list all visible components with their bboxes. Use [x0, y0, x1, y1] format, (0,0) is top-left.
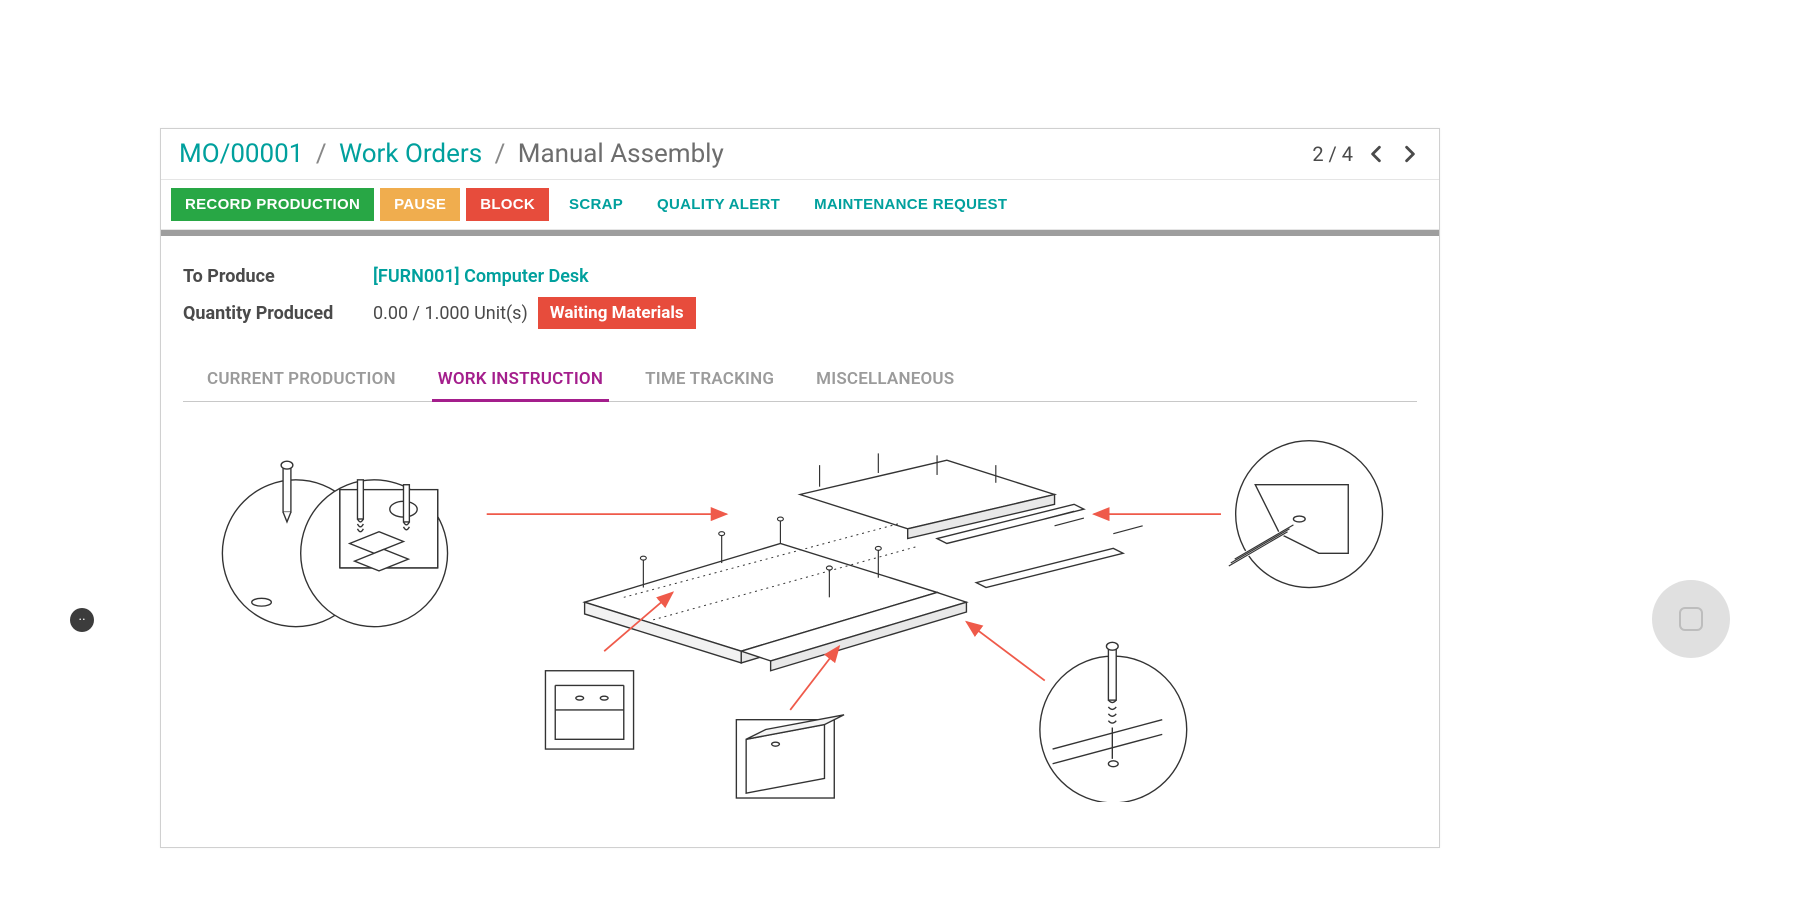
header: MO/00001 / Work Orders / Manual Assembly…: [161, 129, 1439, 180]
pager-text: 2 / 4: [1312, 142, 1353, 166]
breadcrumb-work-orders[interactable]: Work Orders: [339, 139, 482, 169]
breadcrumb-mo[interactable]: MO/00001: [179, 139, 303, 169]
left-device-dot-icon: ··: [70, 608, 94, 632]
breadcrumb-sep: /: [316, 139, 327, 169]
breadcrumb-sep: /: [495, 139, 506, 169]
assembly-diagram-svg: [193, 422, 1407, 802]
tab-current-production[interactable]: CURRENT PRODUCTION: [201, 359, 402, 402]
quality-alert-button[interactable]: QUALITY ALERT: [643, 188, 794, 221]
qty-value: 0.00 / 1.000 Unit(s): [373, 303, 528, 324]
work-order-panel: MO/00001 / Work Orders / Manual Assembly…: [160, 128, 1440, 848]
pause-button[interactable]: PAUSE: [380, 188, 460, 221]
content: To Produce [FURN001] Computer Desk Quant…: [161, 236, 1439, 812]
breadcrumb-current: Manual Assembly: [518, 139, 724, 169]
status-badge: Waiting Materials: [538, 297, 696, 329]
breadcrumb: MO/00001 / Work Orders / Manual Assembly: [179, 139, 724, 169]
block-button[interactable]: BLOCK: [466, 188, 549, 221]
tabs: CURRENT PRODUCTION WORK INSTRUCTION TIME…: [183, 359, 1417, 402]
info-grid: To Produce [FURN001] Computer Desk Quant…: [183, 266, 1417, 329]
tab-work-instruction[interactable]: WORK INSTRUCTION: [432, 359, 609, 402]
to-produce-label: To Produce: [183, 266, 363, 287]
pager: 2 / 4: [1312, 141, 1421, 167]
scrap-button[interactable]: SCRAP: [555, 188, 637, 221]
pager-next-icon[interactable]: [1399, 141, 1421, 167]
tab-miscellaneous[interactable]: MISCELLANEOUS: [810, 359, 960, 402]
pager-prev-icon[interactable]: [1365, 141, 1387, 167]
home-button-icon[interactable]: [1652, 580, 1730, 658]
tab-time-tracking[interactable]: TIME TRACKING: [639, 359, 780, 402]
record-production-button[interactable]: RECORD PRODUCTION: [171, 188, 374, 221]
maintenance-request-button[interactable]: MAINTENANCE REQUEST: [800, 188, 1021, 221]
qty-produced-label: Quantity Produced: [183, 303, 363, 324]
instruction-diagram: [183, 402, 1417, 802]
product-link[interactable]: [FURN001] Computer Desk: [373, 266, 589, 287]
qty-row: 0.00 / 1.000 Unit(s) Waiting Materials: [373, 297, 1417, 329]
toolbar: RECORD PRODUCTION PAUSE BLOCK SCRAP QUAL…: [161, 180, 1439, 230]
